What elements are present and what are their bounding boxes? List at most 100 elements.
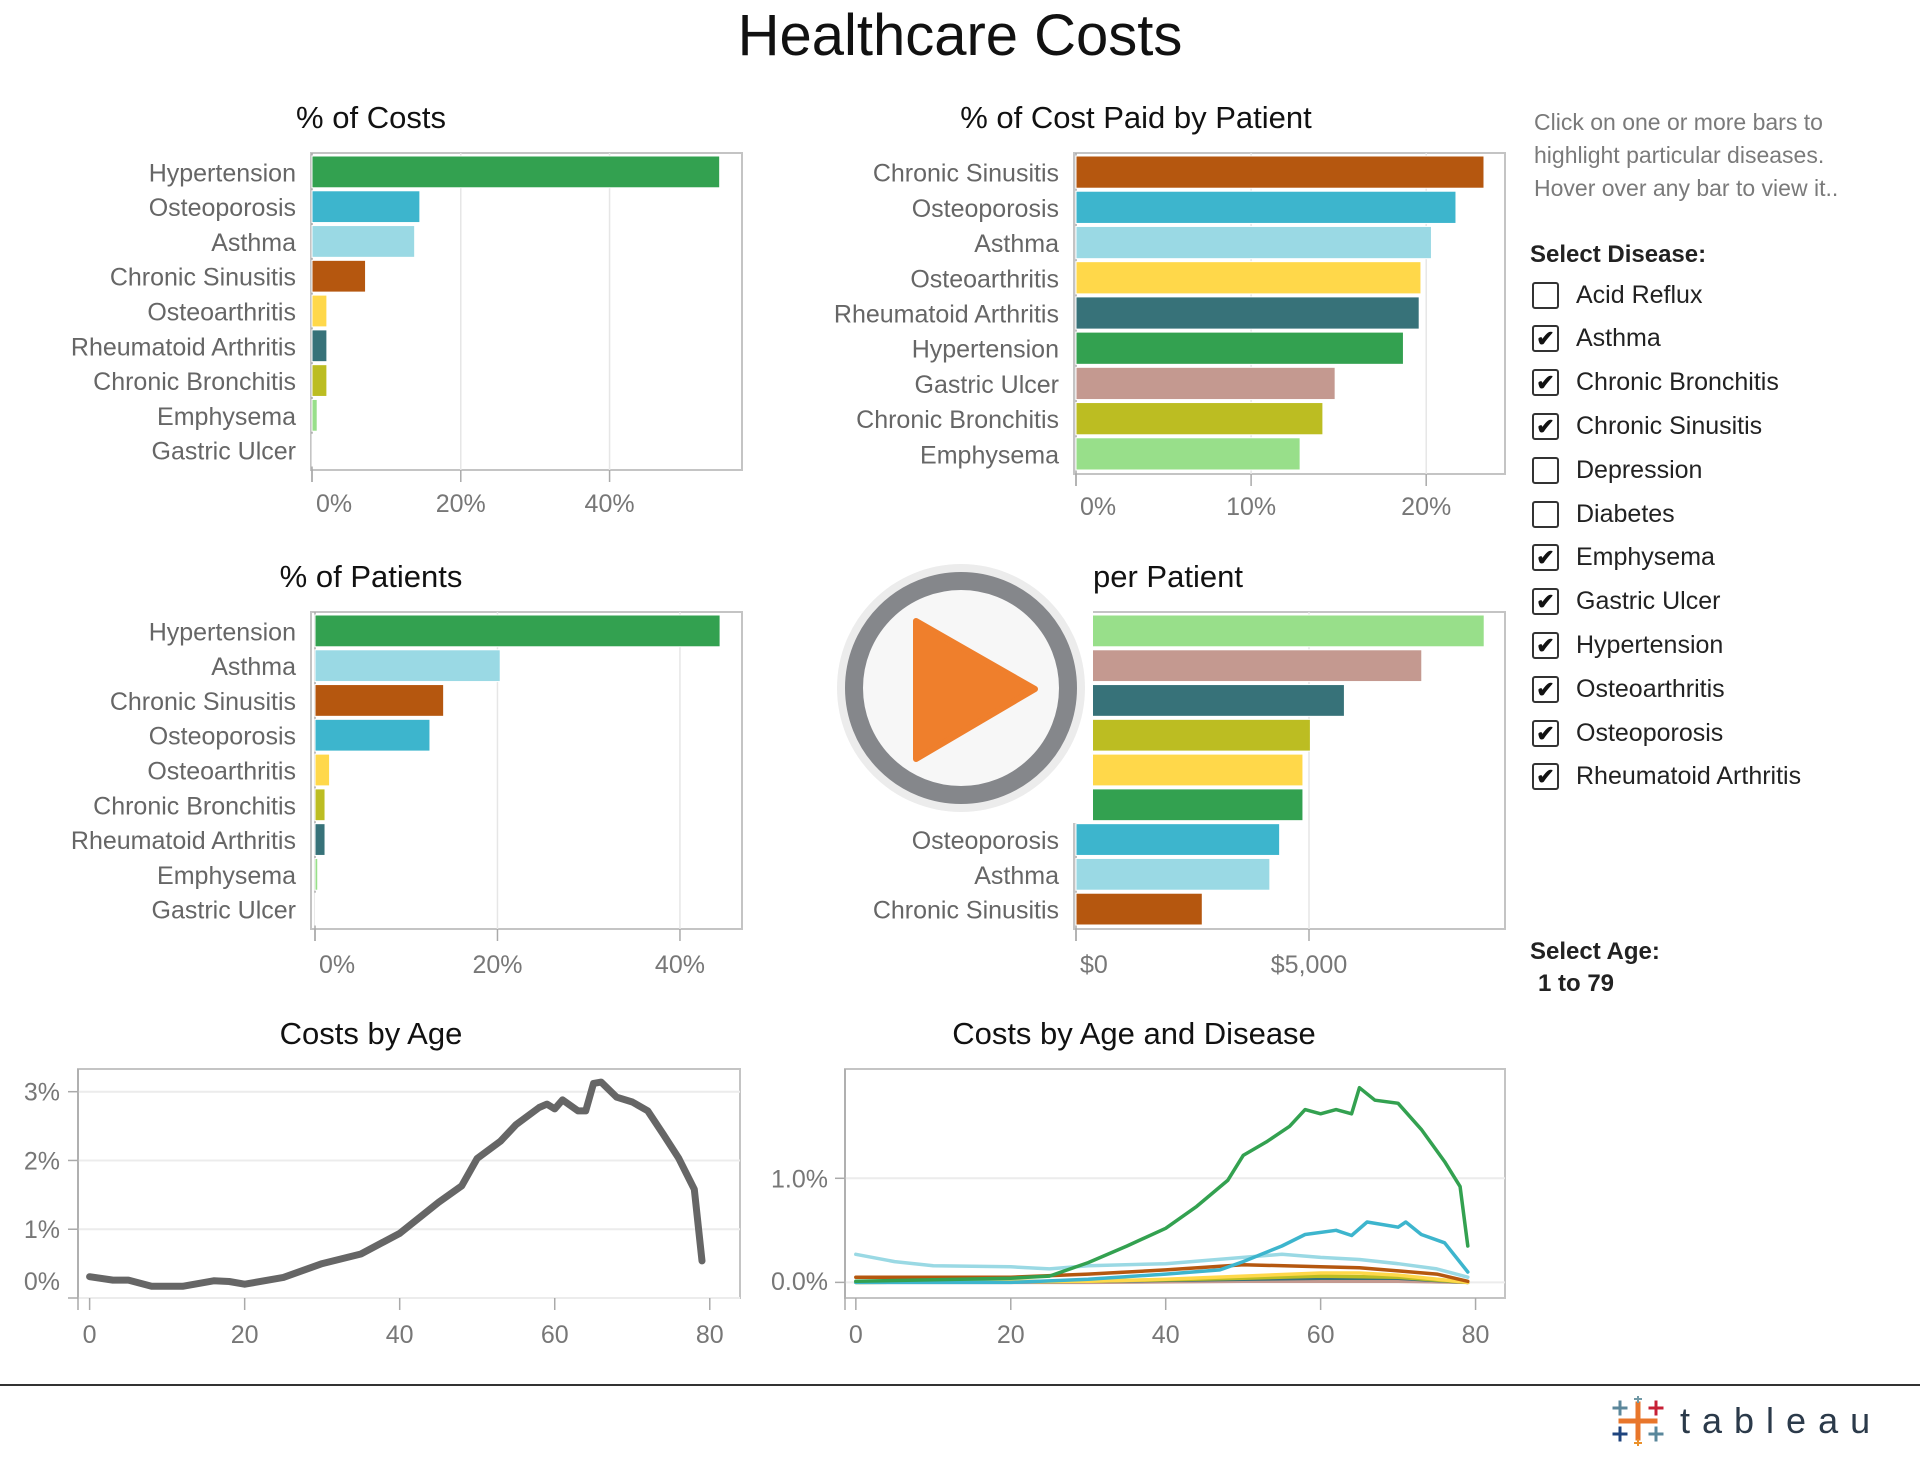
check-icon: ✔: [1536, 676, 1555, 702]
bar-hypertension[interactable]: [311, 155, 721, 189]
bar-osteoarthritis[interactable]: [314, 753, 331, 787]
disease-option-emphysema[interactable]: ✔ Emphysema: [1532, 540, 1715, 576]
bar-gastric-ulcer[interactable]: [1075, 649, 1423, 683]
bar-category-label: Asthma: [211, 653, 296, 681]
disease-option-osteoporosis[interactable]: ✔ Osteoporosis: [1532, 715, 1723, 751]
disease-option-label: Osteoarthritis: [1576, 674, 1725, 703]
chart-title-pct-paid-by-patient: % of Cost Paid by Patient: [960, 100, 1312, 135]
checkbox-checked[interactable]: ✔: [1532, 544, 1559, 572]
tableau-logo[interactable]: tableau: [1610, 1396, 1882, 1446]
check-icon: ✔: [1536, 632, 1555, 658]
bar-hypertension[interactable]: [1075, 331, 1404, 365]
bar-gastric-ulcer[interactable]: [314, 892, 317, 926]
axis-tick-label: $5,000: [1271, 951, 1347, 979]
disease-option-asthma[interactable]: ✔ Asthma: [1532, 321, 1661, 357]
disease-option-diabetes[interactable]: Diabetes: [1532, 496, 1675, 532]
bar-hypertension[interactable]: [1075, 788, 1304, 822]
tableau-cross-icon: [1612, 1396, 1664, 1446]
check-icon: ✔: [1536, 545, 1555, 571]
disease-option-depression[interactable]: Depression: [1532, 452, 1702, 488]
disease-option-label: Hypertension: [1576, 630, 1724, 659]
bar-category-label: Hypertension: [149, 618, 296, 646]
checkbox-unchecked[interactable]: [1532, 281, 1559, 309]
check-icon: ✔: [1536, 326, 1555, 352]
bar-category-label: Osteoporosis: [912, 195, 1059, 223]
instructions-line: highlight particular diseases.: [1534, 142, 1825, 168]
checkbox-unchecked[interactable]: [1532, 500, 1559, 528]
dashboard-title: Healthcare Costs: [737, 3, 1183, 68]
bar-rheumatoid-arthritis[interactable]: [314, 823, 326, 856]
disease-option-gastric-ulcer[interactable]: ✔ Gastric Ulcer: [1532, 584, 1720, 620]
disease-filter-title: Select Disease:: [1530, 241, 1707, 268]
bar-emphysema[interactable]: [311, 398, 318, 432]
bar-gastric-ulcer[interactable]: [1075, 366, 1336, 401]
line-series-asthma[interactable]: [854, 1252, 1470, 1279]
bar-emphysema[interactable]: [1075, 437, 1301, 471]
bar-osteoarthritis[interactable]: [311, 294, 328, 328]
x-tick-label: 60: [1307, 1321, 1335, 1349]
bar-chronic-bronchitis[interactable]: [311, 364, 328, 397]
bar-category-label: Chronic Bronchitis: [93, 792, 296, 820]
bar-emphysema[interactable]: [314, 857, 319, 891]
checkbox-checked[interactable]: ✔: [1532, 369, 1559, 397]
disease-option-chronic-bronchitis[interactable]: ✔ Chronic Bronchitis: [1532, 365, 1779, 401]
line-series-osteoporosis[interactable]: [854, 1220, 1470, 1285]
bar-hypertension[interactable]: [314, 614, 721, 648]
checkbox-unchecked[interactable]: [1532, 456, 1559, 484]
disease-option-rheumatoid-arthritis[interactable]: ✔ Rheumatoid Arthritis: [1532, 759, 1801, 795]
bar-asthma[interactable]: [311, 225, 416, 258]
checkbox-checked[interactable]: ✔: [1532, 412, 1559, 440]
axis-tick-label: 10%: [1226, 493, 1276, 521]
checkbox-checked[interactable]: ✔: [1532, 631, 1559, 659]
checkbox-checked[interactable]: ✔: [1532, 588, 1559, 616]
disease-option-acid-reflux[interactable]: Acid Reflux: [1532, 277, 1702, 313]
bar-asthma[interactable]: [1075, 857, 1271, 891]
bar-chronic-sinusitis[interactable]: [314, 684, 445, 717]
x-tick-label: 80: [696, 1321, 724, 1349]
bar-category-label: Gastric Ulcer: [152, 897, 296, 925]
bar-gastric-ulcer[interactable]: [311, 433, 314, 467]
bar-chronic-sinusitis[interactable]: [311, 259, 367, 293]
bar-osteoporosis[interactable]: [311, 190, 421, 224]
bar-category-label: Emphysema: [157, 862, 296, 890]
checkbox-checked[interactable]: ✔: [1532, 325, 1559, 353]
bar-osteoporosis[interactable]: [1075, 823, 1281, 856]
bar-chronic-sinusitis[interactable]: [1075, 155, 1485, 189]
bar-category-label: Asthma: [974, 230, 1059, 258]
disease-option-label: Asthma: [1576, 324, 1661, 353]
axis-tick-label: 0%: [319, 951, 355, 979]
bar-category-label: Gastric Ulcer: [915, 371, 1059, 399]
bar-category-label: Gastric Ulcer: [152, 438, 296, 466]
axis-tick-label: $0: [1080, 951, 1108, 979]
bar-chronic-bronchitis[interactable]: [1075, 718, 1311, 752]
bar-chronic-bronchitis[interactable]: [314, 788, 326, 822]
bar-asthma[interactable]: [1075, 225, 1432, 260]
line-series-total_line[interactable]: [86, 1078, 706, 1290]
instructions-line: Hover over any bar to view it..: [1534, 175, 1839, 201]
disease-option-hypertension[interactable]: ✔ Hypertension: [1532, 627, 1723, 663]
bar-rheumatoid-arthritis[interactable]: [311, 329, 328, 363]
age-filter-value[interactable]: 1 to 79: [1538, 970, 1615, 997]
bar-rheumatoid-arthritis[interactable]: [1075, 296, 1420, 330]
line-series-hypertension[interactable]: [854, 1085, 1470, 1284]
bar-chronic-sinusitis[interactable]: [1075, 892, 1203, 926]
x-tick-label: 0: [83, 1321, 97, 1349]
bar-chronic-bronchitis[interactable]: [1075, 402, 1324, 436]
disease-option-chronic-sinusitis[interactable]: ✔ Chronic Sinusitis: [1532, 408, 1762, 444]
checkbox-checked[interactable]: ✔: [1532, 675, 1559, 703]
bar-emphysema[interactable]: [1075, 614, 1485, 648]
bar-category-label: Chronic Bronchitis: [856, 406, 1059, 434]
line-series-osteoarthritis[interactable]: [854, 1271, 1470, 1285]
bar-asthma[interactable]: [314, 649, 501, 683]
bar-osteoarthritis[interactable]: [1075, 753, 1304, 787]
bar-category-label: Rheumatoid Arthritis: [71, 333, 296, 361]
checkbox-checked[interactable]: ✔: [1532, 763, 1559, 791]
bar-osteoporosis[interactable]: [314, 718, 431, 752]
y-tick-label: 0.0%: [771, 1268, 828, 1296]
bar-osteoarthritis[interactable]: [1075, 261, 1422, 295]
bar-rheumatoid-arthritis[interactable]: [1075, 684, 1345, 717]
play-button[interactable]: [836, 563, 1086, 813]
checkbox-checked[interactable]: ✔: [1532, 719, 1559, 747]
bar-osteoporosis[interactable]: [1075, 190, 1457, 224]
disease-option-osteoarthritis[interactable]: ✔ Osteoarthritis: [1532, 671, 1725, 707]
